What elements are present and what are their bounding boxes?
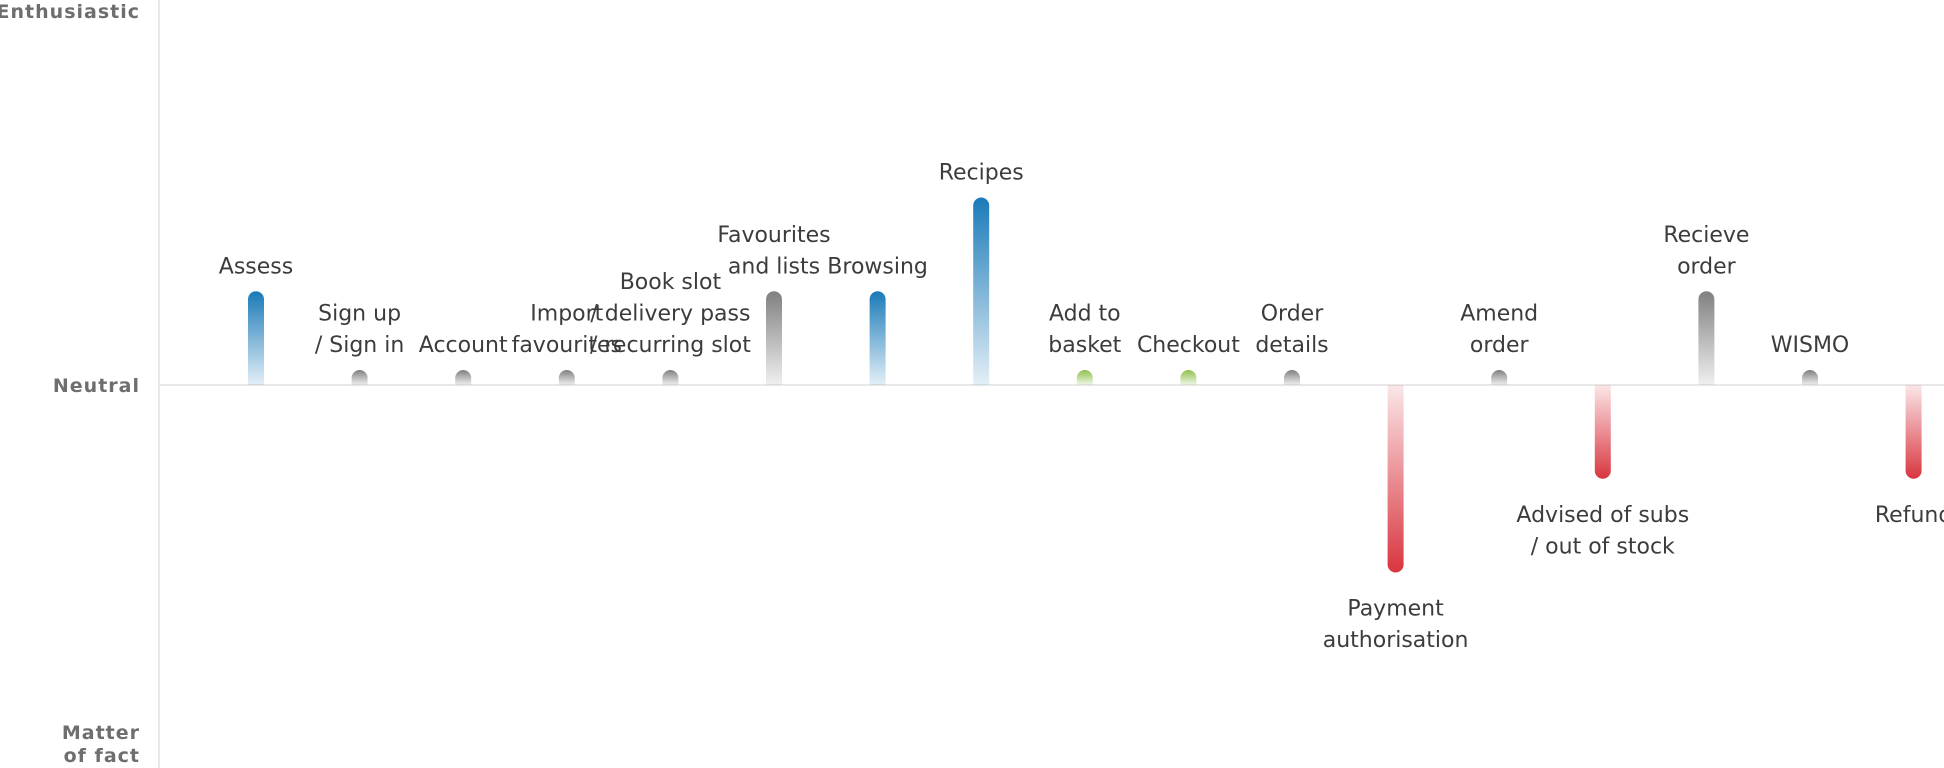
label-advised-of-subs-out-of-stock-line2: / out of stock — [1531, 534, 1675, 559]
bar-recipes — [973, 197, 990, 385]
label-account: Account — [419, 333, 508, 358]
bar-import-favourites — [558, 370, 575, 385]
bar-add-to-basket — [1076, 370, 1093, 385]
label-import-favourites-line1: Import — [530, 302, 603, 327]
bar-marks: Assess Sign up / Sign in Account Import favou… — [219, 161, 1944, 654]
label-sign-up-sign-in-line1: Sign up — [318, 302, 401, 327]
label-recieve-order-line1: Recieve — [1663, 223, 1749, 248]
label-favourites-and-lists-line1: Favourites — [717, 223, 830, 248]
label-import-favourites-line2: favourites — [512, 333, 622, 358]
y-label-matter-of-fact-line2: of fact — [64, 745, 140, 767]
bar-order-details — [1284, 370, 1300, 385]
bar-payment-authorisation — [1387, 385, 1404, 573]
y-label-neutral: Neutral — [53, 375, 140, 397]
bar-book-slot-delivery-pass-recurring-slot — [662, 370, 679, 385]
bar-amend-order — [1491, 370, 1508, 385]
label-book-slot-delivery-pass-recurring-slot-line3: / recurring slot — [590, 333, 751, 358]
label-add-to-basket-line1: Add to — [1049, 302, 1121, 327]
label-browsing: Browsing — [827, 254, 928, 279]
label-refund: Refund — [1875, 503, 1944, 528]
label-checkout: Checkout — [1137, 333, 1240, 358]
label-payment-authorisation-line2: authorisation — [1323, 628, 1469, 653]
label-recipes: Recipes — [939, 161, 1024, 186]
label-wismo: WISMO — [1771, 333, 1850, 358]
bar-account — [455, 370, 472, 385]
label-order-details-line1: Order — [1261, 302, 1324, 327]
bar-refund — [1905, 385, 1922, 479]
label-book-slot-delivery-pass-recurring-slot-line2: / delivery pass — [590, 302, 750, 327]
y-label-matter-of-fact-line1: Matter — [62, 722, 140, 744]
label-amend-order-line1: Amend — [1460, 302, 1538, 327]
label-order-details-line2: details — [1255, 333, 1328, 358]
y-label-enthusiastic: Enthusiastic — [0, 1, 140, 23]
label-recieve-order-line2: order — [1677, 254, 1737, 279]
bar-favourites-and-lists — [766, 291, 782, 385]
bar-recieve-order — [1698, 291, 1715, 385]
bar-wismo — [1802, 370, 1818, 385]
label-assess: Assess — [219, 254, 293, 279]
bar-browsing — [869, 291, 886, 385]
bar-assess — [248, 291, 264, 385]
label-advised-of-subs-out-of-stock-line1: Advised of subs — [1516, 503, 1689, 528]
label-add-to-basket-line2: basket — [1048, 333, 1121, 358]
label-book-slot-delivery-pass-recurring-slot-line1: Book slot — [620, 270, 722, 295]
bar-checkout — [1180, 370, 1197, 385]
label-sign-up-sign-in-line2: / Sign in — [315, 333, 404, 358]
label-favourites-and-lists-line2: and lists — [728, 254, 820, 279]
label-payment-authorisation-line1: Payment — [1347, 597, 1444, 622]
label-amend-order-line2: order — [1470, 333, 1530, 358]
bar-sign-up-sign-in — [351, 370, 368, 385]
bar-advised-of-subs-out-of-stock — [1594, 385, 1611, 479]
